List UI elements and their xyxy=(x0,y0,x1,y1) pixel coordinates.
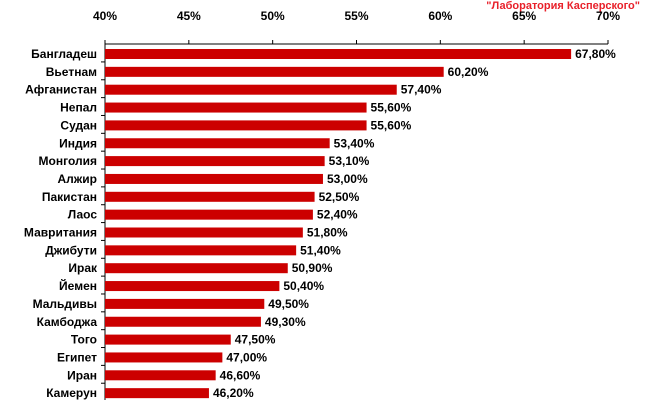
value-label: 51,40% xyxy=(300,243,341,257)
value-label: 49,30% xyxy=(265,315,306,329)
x-tick-label: 70% xyxy=(596,9,620,23)
value-label: 50,40% xyxy=(283,279,324,293)
value-label: 60,20% xyxy=(448,65,489,79)
x-tick-label: 40% xyxy=(93,9,117,23)
bar xyxy=(105,84,397,95)
value-label: 47,00% xyxy=(226,350,267,364)
category-label: Пакистан xyxy=(42,190,97,204)
bar xyxy=(105,298,265,309)
value-label: 46,20% xyxy=(213,386,254,400)
bar xyxy=(105,209,313,220)
bar xyxy=(105,120,367,131)
category-label: Египет xyxy=(57,350,97,364)
x-tick-label: 45% xyxy=(177,9,201,23)
bar xyxy=(105,245,297,256)
category-label: Бангладеш xyxy=(31,47,97,61)
bar xyxy=(105,102,367,113)
bar xyxy=(105,49,572,59)
category-label: Непал xyxy=(60,101,97,115)
bar xyxy=(105,281,280,292)
category-label: Вьетнам xyxy=(46,65,97,79)
category-label: Алжир xyxy=(57,172,97,186)
value-label: 53,10% xyxy=(329,154,370,168)
category-label: Лаос xyxy=(68,208,98,222)
bar xyxy=(105,227,303,238)
value-label: 50,90% xyxy=(292,261,333,275)
bar xyxy=(105,263,288,274)
category-label: Мальдивы xyxy=(33,297,97,311)
category-label: Камбоджа xyxy=(37,315,98,329)
value-label: 55,60% xyxy=(371,118,412,132)
bar xyxy=(105,173,323,184)
value-label: 49,50% xyxy=(268,297,309,311)
bar xyxy=(105,191,315,202)
value-label: 53,40% xyxy=(334,136,375,150)
bar xyxy=(105,316,261,327)
bar xyxy=(105,138,330,149)
category-label: Камерун xyxy=(46,386,97,400)
bar xyxy=(105,334,231,345)
category-label: Ирак xyxy=(68,261,98,275)
bar xyxy=(105,370,216,381)
x-tick-label: 60% xyxy=(428,9,452,23)
category-label: Судан xyxy=(60,118,97,132)
value-label: 51,80% xyxy=(307,226,348,240)
category-label: Того xyxy=(71,333,97,347)
category-label: Индия xyxy=(59,136,97,150)
value-label: 52,40% xyxy=(317,208,358,222)
value-label: 52,50% xyxy=(319,190,360,204)
bar xyxy=(105,66,444,77)
value-label: 67,80% xyxy=(575,47,616,61)
category-label: Иран xyxy=(67,368,97,382)
value-label: 47,50% xyxy=(235,333,276,347)
category-label: Джибути xyxy=(45,243,97,257)
x-tick-label: 65% xyxy=(512,9,536,23)
x-tick-label: 55% xyxy=(344,9,368,23)
category-label: Монголия xyxy=(39,154,97,168)
value-label: 46,60% xyxy=(220,368,261,382)
source-credit: "Лаборатория Касперского" xyxy=(486,0,640,12)
bar xyxy=(105,388,209,399)
x-tick-label: 50% xyxy=(261,9,285,23)
value-label: 55,60% xyxy=(371,101,412,115)
category-label: Йемен xyxy=(59,278,97,293)
value-label: 57,40% xyxy=(401,83,442,97)
category-label: Мавритания xyxy=(24,226,97,240)
bar xyxy=(105,156,325,167)
bar xyxy=(105,352,223,363)
category-label: Афганистан xyxy=(25,83,97,97)
value-label: 53,00% xyxy=(327,172,368,186)
